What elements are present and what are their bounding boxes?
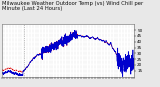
Text: Milwaukee Weather Outdoor Temp (vs) Wind Chill per Minute (Last 24 Hours): Milwaukee Weather Outdoor Temp (vs) Wind… bbox=[2, 1, 143, 11]
